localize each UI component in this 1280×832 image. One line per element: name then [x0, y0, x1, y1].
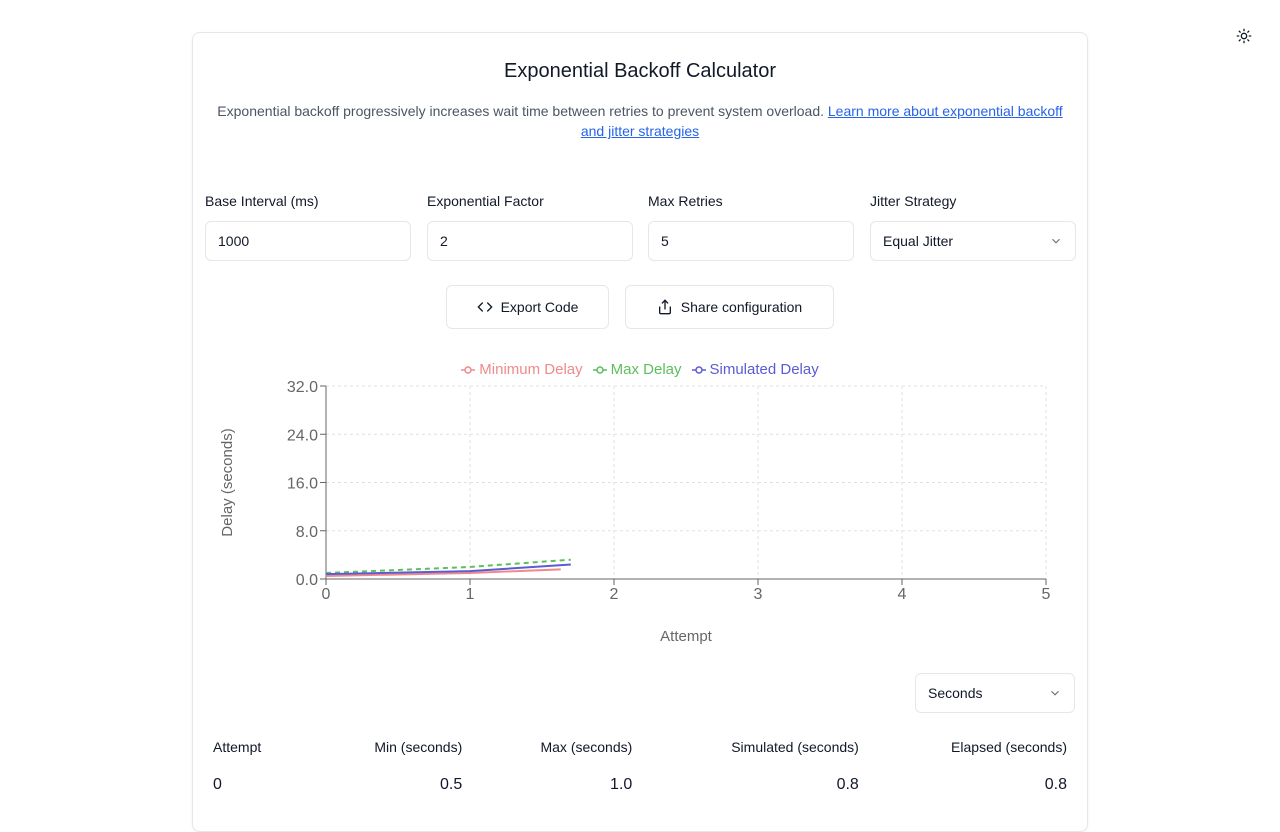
jitter-field: Jitter Strategy Equal Jitter — [870, 193, 1076, 261]
cell-elapsed: 0.8 — [1044, 776, 1067, 793]
max-retries-label: Max Retries — [648, 193, 723, 209]
chart-legend: Minimum Delay Max Delay Simulated Delay — [193, 361, 1087, 378]
x-tick-label-2: 2 — [610, 586, 619, 603]
legend-label-min: Minimum Delay — [479, 361, 583, 378]
legend-item-simulated[interactable]: Simulated Delay — [691, 361, 819, 378]
y-tick-label-0: 0.0 — [296, 572, 318, 589]
legend-label-simulated: Simulated Delay — [709, 361, 819, 378]
legend-marker-min — [461, 365, 476, 374]
theme-toggle-button[interactable] — [1234, 26, 1254, 46]
export-code-label: Export Code — [500, 299, 579, 315]
code-icon — [476, 302, 493, 312]
factor-label: Exponential Factor — [427, 193, 544, 209]
max-retries-field: Max Retries — [648, 193, 854, 261]
x-tick-label-3: 3 — [754, 586, 763, 603]
jitter-select[interactable]: Equal Jitter — [870, 221, 1076, 261]
share-configuration-label: Share configuration — [680, 299, 803, 315]
cell-simulated: 0.8 — [836, 776, 859, 793]
chevron-down-icon — [1052, 238, 1060, 244]
page-description: Exponential backoff progressively increa… — [217, 101, 1063, 141]
jitter-select-value: Equal Jitter — [883, 233, 954, 249]
y-tick-label-2: 16.0 — [287, 476, 318, 493]
legend-item-min[interactable]: Minimum Delay — [461, 361, 583, 378]
series-line-min — [325, 568, 561, 577]
table-row: 0 0.5 1.0 0.8 0.8 — [205, 761, 1075, 809]
sun-icon — [1236, 28, 1252, 44]
base-interval-input[interactable] — [205, 221, 411, 261]
share-configuration-button[interactable]: Share configuration — [625, 285, 834, 329]
series-line-simulated — [325, 563, 571, 576]
y-tick-label-1: 8.0 — [296, 524, 318, 541]
x-axis-label: Attempt — [660, 628, 713, 645]
y-tick-label-4: 32.0 — [287, 379, 318, 396]
header-simulated: Simulated (seconds) — [731, 739, 859, 755]
cell-max: 1.0 — [610, 776, 633, 793]
header-max: Max (seconds) — [540, 739, 633, 755]
table-header-row: Attempt Min (seconds) Max (seconds) Simu… — [205, 733, 1075, 761]
header-elapsed: Elapsed (seconds) — [951, 739, 1067, 755]
results-table: Attempt Min (seconds) Max (seconds) Simu… — [205, 733, 1075, 809]
y-axis-label: Delay (seconds) — [219, 428, 236, 536]
factor-field: Exponential Factor — [427, 193, 633, 261]
share-icon — [658, 299, 671, 315]
page-title: Exponential Backoff Calculator — [503, 60, 776, 82]
legend-label-max: Max Delay — [610, 361, 682, 378]
series-line-max — [325, 558, 571, 574]
learn-more-link[interactable]: Learn more about exponential backoff and… — [580, 103, 1063, 139]
cell-min: 0.5 — [440, 776, 463, 793]
x-tick-label-0: 0 — [322, 586, 331, 603]
y-tick-label-3: 24.0 — [287, 427, 318, 444]
legend-marker-max — [592, 365, 607, 374]
header-min: Min (seconds) — [374, 739, 463, 755]
base-interval-label: Base Interval (ms) — [205, 193, 319, 209]
base-interval-field: Base Interval (ms) — [205, 193, 411, 261]
max-retries-input[interactable] — [648, 221, 854, 261]
x-tick-label-4: 4 — [898, 586, 907, 603]
legend-marker-simulated — [691, 365, 706, 374]
description-text: Exponential backoff progressively increa… — [217, 103, 824, 119]
header-attempt: Attempt — [213, 739, 262, 755]
x-tick-label-5: 5 — [1042, 586, 1051, 603]
jitter-label: Jitter Strategy — [870, 193, 957, 209]
x-tick-label-1: 1 — [466, 586, 475, 603]
calculator-card: Exponential Backoff Calculator Exponenti… — [192, 32, 1088, 832]
delay-chart: 0.0 8.0 16.0 24.0 32.0 0 1 2 3 4 5 Attempt Delay (se… — [219, 379, 1051, 645]
unit-select-value: Seconds — [928, 685, 983, 701]
cell-attempt: 0 — [213, 776, 222, 793]
unit-select[interactable]: Seconds — [915, 673, 1075, 713]
chevron-down-icon — [1051, 690, 1059, 696]
factor-input[interactable] — [427, 221, 633, 261]
legend-item-max[interactable]: Max Delay — [592, 361, 682, 378]
export-code-button[interactable]: Export Code — [446, 285, 609, 329]
